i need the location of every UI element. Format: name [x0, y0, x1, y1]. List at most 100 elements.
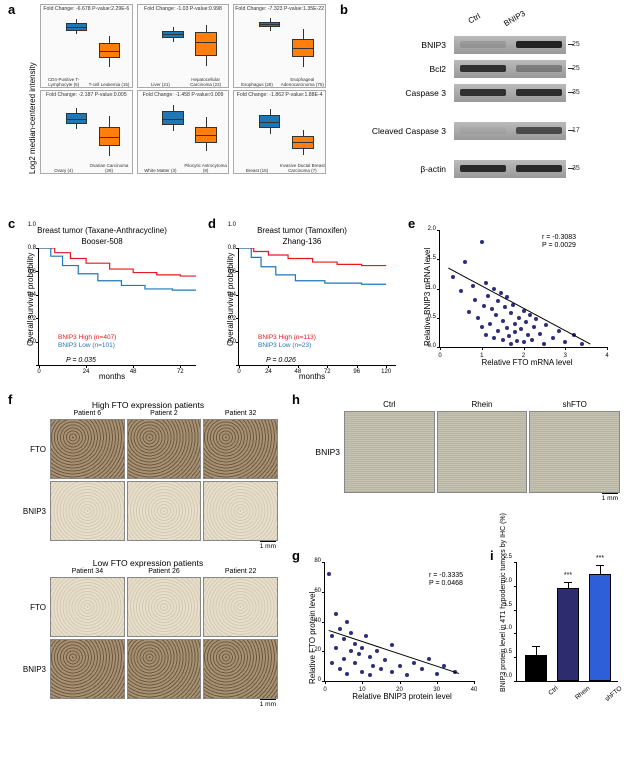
- boxplot-box: [66, 113, 87, 124]
- xtick: 72: [173, 369, 187, 375]
- km-legend-item: BNIP3 Low (n=101): [58, 342, 116, 350]
- figure-root: a b c d e f h g i Log2 median-centered i…: [0, 0, 632, 764]
- ytick: 0.5: [422, 314, 436, 320]
- panel-g-plot: r = -0.3335 P = 0.0468 02040608001020304…: [324, 562, 474, 682]
- boxplot-header: Fold Change: -1.458 P-value:0.009: [138, 91, 229, 98]
- ytick: 1.5: [422, 255, 436, 261]
- ytick: 2.5: [502, 554, 512, 560]
- boxplot-box: [195, 32, 216, 56]
- boxplot-box: [66, 23, 87, 30]
- significance-marker: ***: [589, 555, 611, 562]
- boxplot-cell: Fold Change: -1.458 P-value:0.009 White M…: [137, 90, 230, 174]
- boxplot-category: Ovary (4): [41, 169, 86, 174]
- xtick: 96: [350, 369, 364, 375]
- boxplot-header: Fold Change: -2.187 P-value:0.005: [41, 91, 132, 98]
- boxplot-header: Fold Change: -1.03 P-value:0.998: [138, 5, 229, 12]
- wb-mw-label: 25: [572, 65, 580, 72]
- boxplot-category: Breast (15): [234, 169, 279, 174]
- ytick: 0.6: [24, 269, 36, 275]
- panel-label-f: f: [8, 392, 12, 407]
- ytick: 0.2: [224, 316, 236, 322]
- panel-label-d: d: [208, 216, 216, 231]
- trend-line: [448, 268, 590, 344]
- boxplot-category: White Matter (3): [138, 169, 183, 174]
- boxplot-header: Fold Change: -1.862 P-value:1.88E-4: [234, 91, 325, 98]
- boxplot-box: [259, 22, 280, 27]
- boxplot-cell: Fold Change: -6.678 P-value:2.29E-6 CD4-P…: [40, 4, 133, 88]
- panel-label-b: b: [340, 2, 348, 17]
- panel-label-a: a: [8, 2, 15, 17]
- bar-xtick: Rhein: [564, 685, 591, 710]
- km-legend-item: BNIP3 Low (n=23): [258, 342, 316, 350]
- wb-row-label: β-actin: [348, 164, 446, 174]
- xtick: 0: [318, 687, 332, 693]
- panel-h-col-header: Ctrl: [344, 400, 435, 409]
- ytick: 40: [307, 618, 321, 624]
- wb-row-label: Cleaved Caspase 3: [348, 126, 446, 136]
- ihc-row-label: BNIP3: [18, 481, 48, 541]
- ytick: 0: [307, 677, 321, 683]
- significance-marker: ***: [557, 572, 579, 579]
- ihc-patient-header: Patient 34: [50, 568, 125, 575]
- boxplot-category: Esophagus (28): [234, 83, 279, 88]
- ytick: 1.0: [502, 625, 512, 631]
- ytick: 20: [307, 647, 321, 653]
- wb-mw-label: 35: [572, 89, 580, 96]
- xtick: 30: [430, 687, 444, 693]
- panel-h-tile: [437, 411, 528, 493]
- panel-f-title-high: High FTO expression patients: [18, 400, 278, 410]
- ytick: 0.4: [24, 292, 36, 298]
- panel-h-col-header: shFTO: [529, 400, 620, 409]
- wb-lane: [454, 36, 566, 54]
- boxplot-category: Pilocytic Astrocytoma (8): [183, 164, 228, 173]
- boxplot-category: CD4-Positive T-Lymphocyte (6): [41, 78, 86, 87]
- ytick: 0.8: [24, 245, 36, 251]
- xtick: 120: [379, 369, 393, 375]
- wb-lane: [454, 122, 566, 140]
- bar: [557, 588, 579, 681]
- boxplot-box: [292, 39, 313, 56]
- ihc-tile: [127, 481, 202, 541]
- boxplot-header: Fold Change: -6.678 P-value:2.29E-6: [41, 5, 132, 12]
- panel-c-title: Breast tumor (Taxane-Anthracycline): [18, 226, 186, 235]
- ihc-tile: [127, 419, 202, 479]
- ytick: 0.0: [224, 339, 236, 345]
- ytick: 2.0: [422, 226, 436, 232]
- ihc-patient-header: Patient 2: [127, 410, 202, 417]
- panel-i-plot: Ctrl***Rhein***shFTO: [516, 562, 618, 682]
- bar: [589, 574, 611, 681]
- panel-h-ihc: CtrlRheinshFTOBNIP3 1 mm: [300, 400, 620, 530]
- ihc-tile: [50, 639, 125, 699]
- km-legend-item: BNIP3 High (n=113): [258, 334, 316, 342]
- panel-g-ylabel: Relative FTO protein level: [308, 592, 317, 684]
- xtick: 24: [79, 369, 93, 375]
- ihc-tile: [203, 639, 278, 699]
- wb-mw-label: 25: [572, 41, 580, 48]
- boxplot-category: Liver (21): [138, 83, 183, 88]
- wb-lane-ctrl: Ctrl: [467, 11, 482, 25]
- ihc-patient-header: Patient 6: [50, 410, 125, 417]
- wb-lane-headers: Ctrl BNIP3: [458, 14, 536, 23]
- boxplot-box: [259, 115, 280, 127]
- wb-band: [516, 41, 562, 48]
- ytick: 0.2: [24, 316, 36, 322]
- wb-band: [516, 165, 562, 172]
- xtick: 24: [261, 369, 275, 375]
- xtick: 1: [475, 353, 489, 359]
- wb-band: [460, 165, 506, 172]
- wb-band: [460, 41, 506, 48]
- panel-e-plot: r = -0.3083 P = 0.0029 0.00.51.01.52.001…: [439, 230, 607, 348]
- bar-xtick: shFTO: [596, 685, 623, 710]
- xtick: 10: [355, 687, 369, 693]
- panel-c-ylabel: Overall survival probability: [26, 253, 35, 346]
- panel-c-km: Breast tumor (Taxane-Anthracycline) Boos…: [18, 226, 186, 386]
- ytick: 1.0: [224, 222, 236, 228]
- wb-lane-bnip3: BNIP3: [502, 9, 527, 28]
- xtick: 48: [291, 369, 305, 375]
- panel-label-c: c: [8, 216, 15, 231]
- wb-band: [516, 65, 562, 72]
- ytick: 60: [307, 588, 321, 594]
- boxplot-category: Invasive Ductal Breast Carcinoma (7): [280, 164, 325, 173]
- trend-line: [329, 630, 459, 673]
- ihc-tile: [127, 577, 202, 637]
